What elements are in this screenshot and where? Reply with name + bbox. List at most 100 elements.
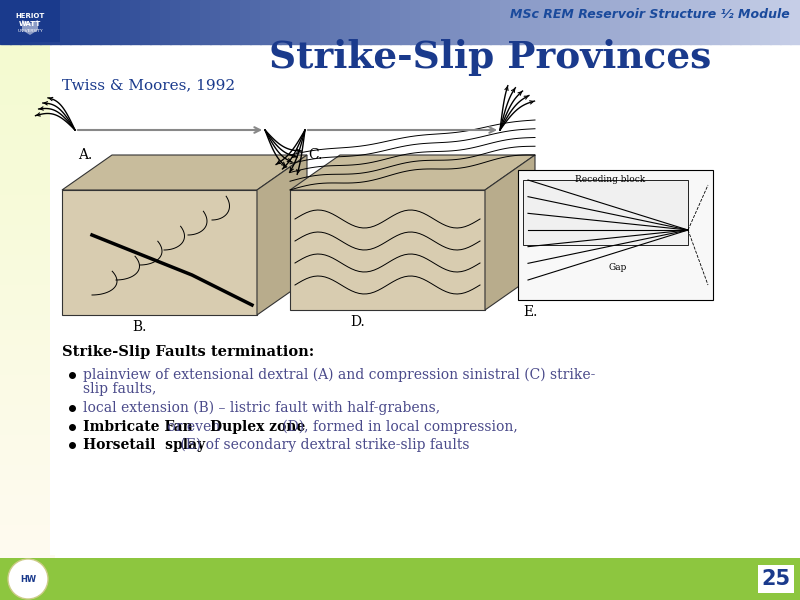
- Bar: [0, 494, 55, 510]
- Bar: [570, 0, 581, 44]
- Bar: [240, 0, 251, 44]
- Text: B.: B.: [132, 320, 146, 334]
- Bar: [60, 0, 71, 44]
- Text: Receding block: Receding block: [575, 175, 645, 184]
- Bar: [630, 0, 641, 44]
- Text: Strike-Slip Faults termination:: Strike-Slip Faults termination:: [62, 345, 314, 359]
- Bar: [350, 0, 361, 44]
- Bar: [0, 194, 55, 210]
- Bar: [730, 0, 741, 44]
- Bar: [360, 0, 371, 44]
- Bar: [0, 89, 55, 105]
- Bar: [460, 0, 471, 44]
- Text: D.: D.: [350, 315, 365, 329]
- Bar: [0, 179, 55, 195]
- Text: 25: 25: [762, 569, 790, 589]
- Bar: [0, 539, 55, 555]
- Bar: [20, 0, 31, 44]
- Bar: [90, 0, 101, 44]
- Text: or even: or even: [163, 420, 225, 434]
- Text: local extension (B) – listric fault with half-grabens,: local extension (B) – listric fault with…: [83, 401, 440, 415]
- Bar: [50, 45, 800, 555]
- Text: plainview of extensional dextral (A) and compression sinistral (C) strike-: plainview of extensional dextral (A) and…: [83, 368, 595, 382]
- Bar: [640, 0, 651, 44]
- Bar: [50, 0, 61, 44]
- Bar: [250, 0, 261, 44]
- Bar: [210, 0, 221, 44]
- Bar: [710, 0, 721, 44]
- Bar: [0, 464, 55, 480]
- Bar: [0, 0, 11, 44]
- Text: WATT: WATT: [19, 21, 41, 27]
- Bar: [0, 29, 55, 45]
- Bar: [560, 0, 571, 44]
- Bar: [0, 419, 55, 435]
- Bar: [110, 0, 121, 44]
- Bar: [610, 0, 621, 44]
- Bar: [590, 0, 601, 44]
- Text: Twiss & Moores, 1992: Twiss & Moores, 1992: [62, 78, 235, 92]
- Text: E.: E.: [523, 305, 538, 319]
- Bar: [670, 0, 681, 44]
- Bar: [540, 0, 551, 44]
- Bar: [720, 0, 731, 44]
- Text: UNIVERSITY: UNIVERSITY: [17, 29, 43, 33]
- Bar: [470, 0, 481, 44]
- Bar: [0, 449, 55, 465]
- Bar: [760, 0, 771, 44]
- Bar: [740, 0, 751, 44]
- Bar: [170, 0, 181, 44]
- Polygon shape: [290, 155, 535, 190]
- Bar: [200, 0, 211, 44]
- Bar: [270, 0, 281, 44]
- Bar: [70, 0, 81, 44]
- Bar: [650, 0, 661, 44]
- Polygon shape: [257, 155, 307, 315]
- Bar: [600, 0, 611, 44]
- Bar: [160, 0, 171, 44]
- Bar: [0, 44, 55, 60]
- Text: HW: HW: [20, 575, 36, 583]
- Bar: [500, 0, 511, 44]
- Bar: [290, 0, 301, 44]
- Circle shape: [8, 559, 48, 599]
- Bar: [30, 0, 41, 44]
- Bar: [450, 0, 461, 44]
- Bar: [420, 0, 431, 44]
- Bar: [440, 0, 451, 44]
- Bar: [0, 569, 55, 585]
- Bar: [230, 0, 241, 44]
- Bar: [750, 0, 761, 44]
- Bar: [180, 0, 191, 44]
- Bar: [0, 284, 55, 300]
- Polygon shape: [62, 190, 257, 315]
- Bar: [0, 164, 55, 180]
- Bar: [518, 170, 713, 300]
- Bar: [0, 389, 55, 405]
- Bar: [0, 374, 55, 390]
- Bar: [770, 0, 781, 44]
- Bar: [0, 14, 55, 30]
- Bar: [620, 0, 631, 44]
- Bar: [10, 0, 21, 44]
- Polygon shape: [290, 190, 485, 310]
- Bar: [0, 524, 55, 540]
- Text: Duplex zone: Duplex zone: [210, 420, 306, 434]
- Bar: [0, 149, 55, 165]
- Bar: [0, 0, 55, 15]
- Bar: [0, 224, 55, 240]
- Bar: [0, 59, 55, 75]
- Bar: [523, 180, 688, 245]
- Bar: [550, 0, 561, 44]
- Bar: [0, 254, 55, 270]
- Polygon shape: [485, 155, 535, 310]
- Bar: [0, 479, 55, 495]
- Bar: [0, 74, 55, 90]
- Bar: [390, 0, 401, 44]
- Text: Gap: Gap: [609, 263, 627, 272]
- Polygon shape: [62, 155, 307, 190]
- Bar: [580, 0, 591, 44]
- Bar: [400, 0, 411, 44]
- Bar: [340, 0, 351, 44]
- Bar: [0, 269, 55, 285]
